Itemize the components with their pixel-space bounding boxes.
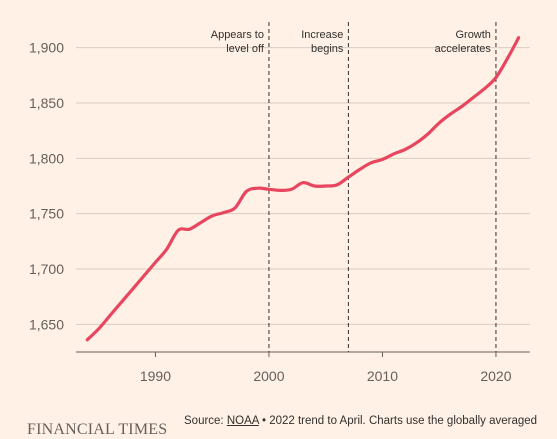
source-prefix: Source: xyxy=(184,415,227,427)
y-tick-label: 1,900 xyxy=(29,40,64,56)
y-tick-label: 1,750 xyxy=(29,206,64,222)
source-note: Source: NOAA • 2022 trend to April. Char… xyxy=(184,415,537,427)
x-tick-label: 2010 xyxy=(367,368,398,384)
annotation-label: level off xyxy=(226,43,265,55)
x-tick-label: 1990 xyxy=(140,368,171,384)
source-link-noaa[interactable]: NOAA xyxy=(226,415,259,427)
y-tick-label: 1,800 xyxy=(29,150,64,166)
annotation-label: Appears to xyxy=(211,29,264,41)
y-tick-label: 1,700 xyxy=(29,261,64,277)
x-tick-label: 2000 xyxy=(253,368,284,384)
annotation-label: Increase xyxy=(301,29,343,41)
source-note-rest: • 2022 trend to April. Charts use the gl… xyxy=(258,415,538,427)
y-tick-label: 1,650 xyxy=(29,316,64,332)
y-tick-label: 1,850 xyxy=(29,95,64,111)
financial-times-logo: FINANCIAL TIMES xyxy=(27,421,168,438)
annotation-label: Growth xyxy=(455,29,490,41)
x-tick-label: 2020 xyxy=(480,368,511,384)
annotation-label: accelerates xyxy=(435,43,492,55)
methane-series-line xyxy=(85,36,521,342)
annotation-label: begins xyxy=(311,43,344,55)
